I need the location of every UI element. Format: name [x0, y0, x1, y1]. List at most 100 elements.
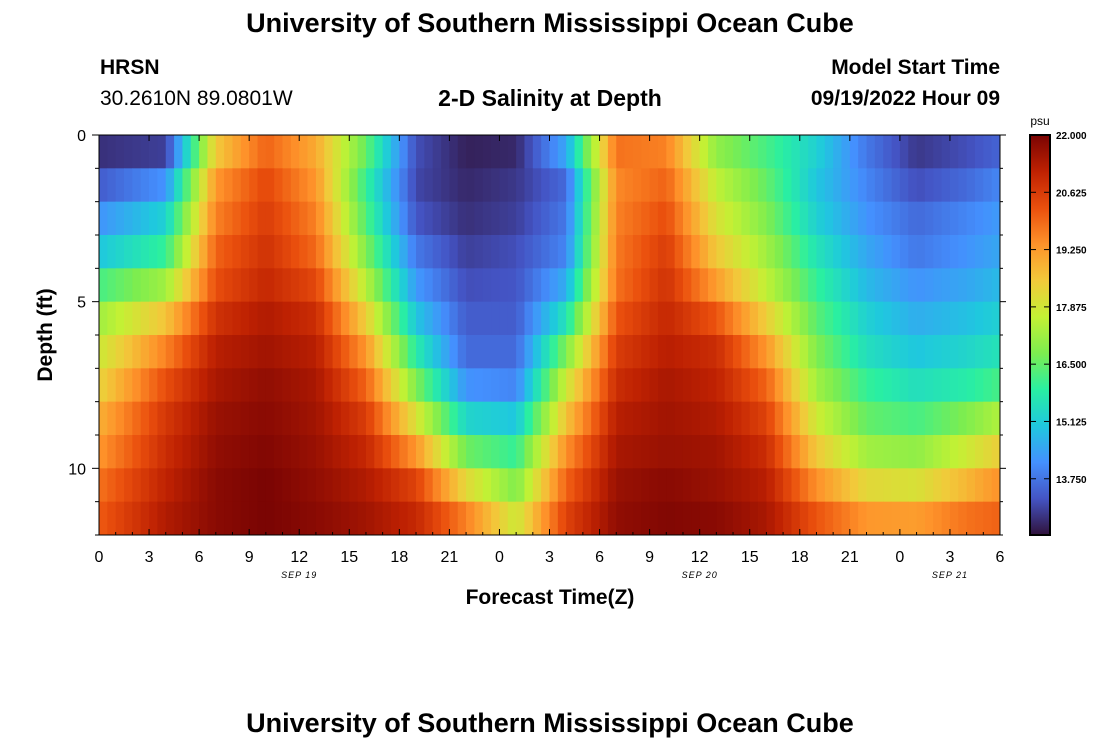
heatmap-cell: [274, 335, 283, 369]
heatmap-cell: [124, 468, 133, 503]
heatmap-cell: [432, 401, 442, 436]
heatmap-cell: [624, 468, 634, 503]
x-tick-label: 18: [390, 549, 408, 566]
heatmap-cell: [407, 435, 417, 469]
heatmap-cell: [315, 435, 325, 469]
heatmap-cell: [466, 335, 475, 369]
heatmap-cell: [566, 268, 575, 303]
heatmap-cell: [365, 335, 375, 369]
heatmap-cell: [699, 335, 709, 369]
heatmap-cell: [466, 268, 475, 303]
heatmap-cell: [674, 501, 684, 536]
heatmap-cell: [691, 368, 701, 403]
heatmap-cell: [482, 135, 492, 169]
heatmap-cell: [733, 401, 742, 436]
heatmap-cell: [499, 435, 509, 469]
heatmap-cell: [991, 168, 1001, 203]
heatmap-cell: [816, 301, 826, 336]
heatmap-cell: [766, 368, 776, 403]
heatmap-cell: [791, 401, 801, 436]
heatmap-cell: [616, 268, 625, 303]
heatmap-cell: [849, 468, 859, 503]
heatmap-cell: [249, 335, 258, 369]
date-labels: SEP 19 SEP 20 SEP 21: [281, 570, 967, 580]
heatmap-cell: [841, 468, 851, 503]
heatmap-cell: [791, 235, 801, 269]
heatmap-cell: [774, 335, 784, 369]
heatmap-cell: [174, 301, 183, 336]
heatmap-cell: [624, 168, 634, 203]
heatmap-cell: [307, 201, 317, 236]
heatmap-cell: [716, 168, 726, 203]
heatmap-cell: [666, 201, 676, 236]
heatmap-cell: [491, 301, 500, 336]
heatmap-cell: [516, 235, 525, 269]
heatmap-cell: [232, 235, 242, 269]
heatmap-cell: [607, 401, 617, 436]
heatmap-cell: [908, 368, 917, 403]
heatmap-cell: [165, 268, 175, 303]
heatmap-cell: [908, 268, 917, 303]
heatmap-cell: [933, 301, 942, 336]
heatmap-cell: [174, 401, 183, 436]
heatmap-cell: [532, 201, 542, 236]
heatmap-cell: [249, 435, 258, 469]
heatmap-cell: [874, 268, 884, 303]
heatmap-cell: [524, 268, 534, 303]
heatmap-cell: [224, 168, 233, 203]
heatmap-cell: [182, 301, 192, 336]
heatmap-cell: [474, 201, 484, 236]
heatmap-cell: [365, 168, 375, 203]
heatmap-cell: [507, 201, 517, 236]
heatmap-cell: [582, 201, 592, 236]
heatmap-cell: [215, 268, 225, 303]
heatmap-cell: [883, 301, 892, 336]
heatmap-cell: [249, 301, 258, 336]
heatmap-cell: [307, 135, 317, 169]
heatmap-cell: [365, 301, 375, 336]
heatmap-cell: [382, 201, 392, 236]
heatmap-cell: [599, 335, 609, 369]
heatmap-cell: [466, 201, 475, 236]
heatmap-cell: [849, 168, 859, 203]
heatmap-cell: [457, 401, 467, 436]
heatmap-cell: [808, 268, 817, 303]
heatmap-cell: [274, 501, 283, 536]
heatmap-cell: [432, 501, 442, 536]
heatmap-cell: [974, 435, 984, 469]
heatmap-cell: [140, 501, 150, 536]
heatmap-cell: [591, 268, 600, 303]
heatmap-cell: [582, 401, 592, 436]
heatmap-cell: [499, 235, 509, 269]
heatmap-cell: [315, 235, 325, 269]
heatmap-cell: [758, 168, 767, 203]
heatmap-cell: [816, 235, 826, 269]
heatmap-cell: [758, 135, 767, 169]
heatmap-cell: [791, 368, 801, 403]
heatmap-cell: [290, 435, 300, 469]
heatmap-cell: [858, 168, 867, 203]
model-start-value: 09/19/2022 Hour 09: [810, 87, 1000, 110]
heatmap-cell: [299, 401, 308, 436]
heatmap-cell: [858, 335, 867, 369]
heatmap-cell: [849, 268, 859, 303]
heatmap-cell: [749, 301, 759, 336]
colorbar-tick-label: 19.250: [1056, 246, 1087, 257]
colorbar-ticks: 22.000 20.625 19.250 17.875 16.500 15.125 13.7…: [1030, 131, 1087, 486]
heatmap-cell: [607, 235, 617, 269]
heatmap-cell: [966, 368, 976, 403]
heatmap-cell: [766, 268, 776, 303]
heatmap-cell: [666, 135, 676, 169]
heatmap-cell: [716, 368, 726, 403]
heatmap-cell: [482, 501, 492, 536]
heatmap-cell: [833, 501, 842, 536]
heatmap-cell: [132, 135, 142, 169]
heatmap-cell: [357, 468, 367, 503]
heatmap-cell: [616, 301, 625, 336]
heatmap-cell: [99, 335, 108, 369]
heatmap-cell: [532, 135, 542, 169]
heatmap-cell: [265, 201, 275, 236]
heatmap-cell: [199, 501, 208, 536]
heatmap-cell: [357, 435, 367, 469]
heatmap-cell: [282, 168, 292, 203]
